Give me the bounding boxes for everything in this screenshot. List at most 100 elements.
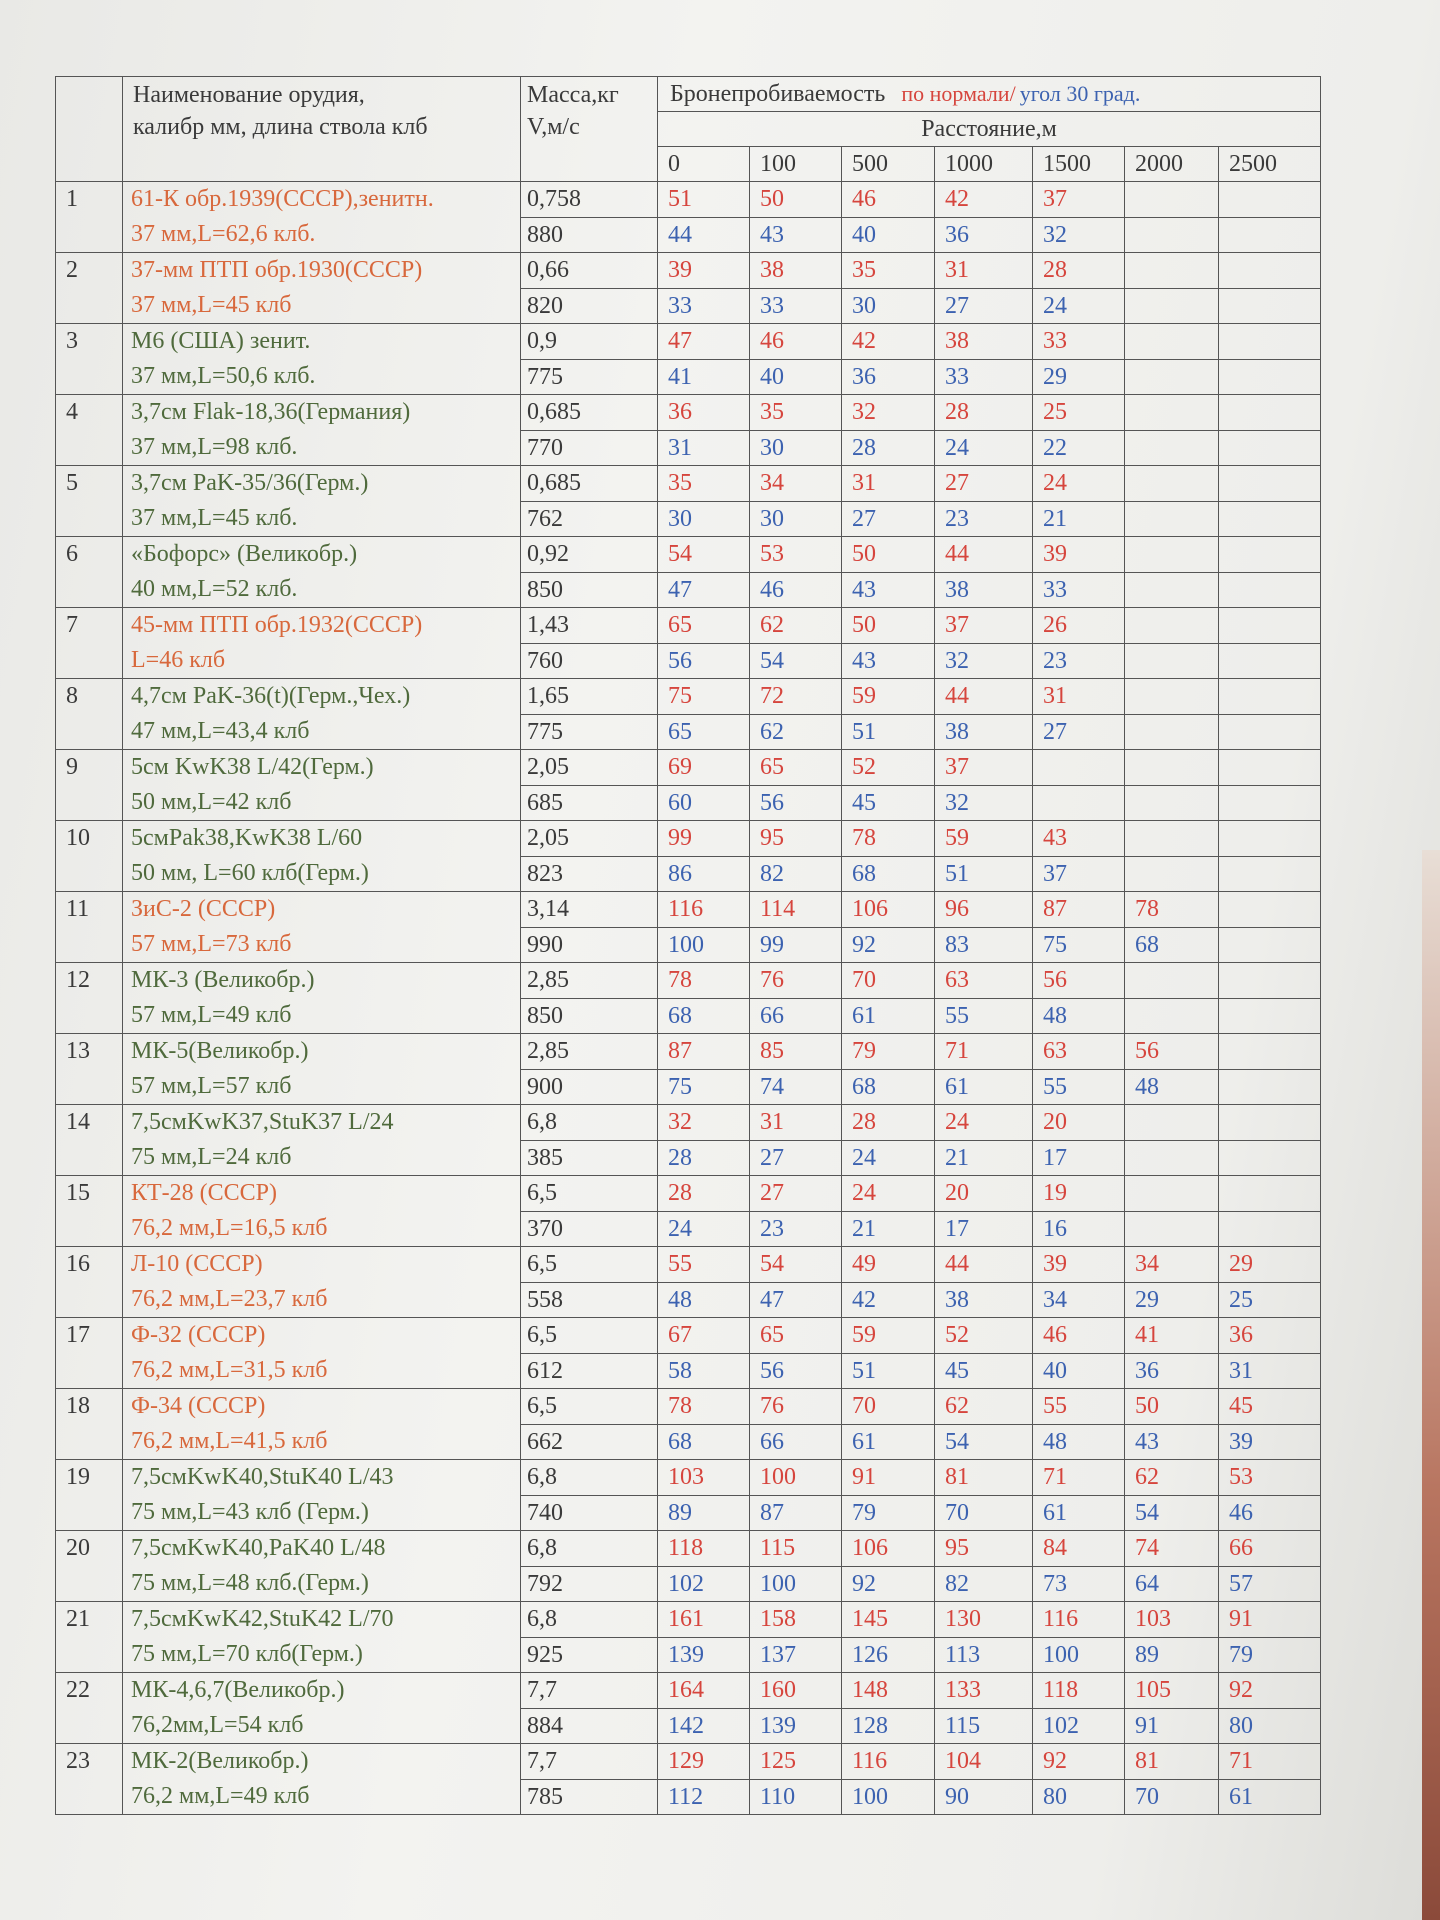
angle-penetration: 21	[1032, 500, 1125, 537]
angle-penetration: 115	[934, 1707, 1033, 1744]
normal-penetration	[1124, 820, 1219, 857]
gun-name: 45-мм ПТП обр.1932(СССР) L=46 клб	[122, 607, 521, 679]
table-row: 10 5смPak38,KwK38 L/60 50 мм, L=60 клб(Гер…	[55, 820, 1321, 892]
normal-penetration	[1218, 252, 1321, 289]
gun-name-line: 4,7см PaK-36(t)(Герм.,Чех.)	[131, 683, 411, 709]
normal-penetration: 118	[657, 1530, 750, 1567]
normal-penetration: 49	[841, 1246, 935, 1283]
velocity: 820	[520, 287, 658, 324]
normal-penetration: 63	[934, 962, 1033, 999]
table-row: 12 МК-3 (Великобр.) 57 мм,L=49 клб 2,85 78 76…	[55, 962, 1321, 1034]
angle-penetration: 68	[657, 1423, 750, 1460]
angle-penetration: 17	[934, 1210, 1033, 1247]
velocity: 880	[520, 216, 658, 253]
velocity: 990	[520, 926, 658, 963]
normal-penetration: 24	[841, 1175, 935, 1212]
gun-name-line: 76,2 мм,L=23,7 клб	[131, 1286, 328, 1312]
gun-name-line: М6 (США) зенит.	[131, 328, 311, 354]
normal-penetration: 31	[841, 465, 935, 502]
mass: 1,43	[520, 607, 658, 644]
table-row: 884 142 139 128 115 102 91 80	[56, 1707, 1321, 1744]
normal-penetration: 59	[934, 820, 1033, 857]
table-row: 558 48 47 42 38 34 29 25	[56, 1281, 1321, 1318]
gun-name-line: 7,5смKwK42,StuK42 L/70	[131, 1606, 394, 1632]
distance-cell: 2000	[1124, 146, 1219, 182]
angle-penetration: 73	[1032, 1565, 1125, 1602]
velocity: 775	[520, 358, 658, 395]
normal-penetration	[1124, 323, 1219, 360]
normal-penetration: 29	[1218, 1246, 1321, 1283]
normal-penetration: 74	[1124, 1530, 1219, 1567]
angle-penetration: 112	[657, 1778, 750, 1815]
angle-penetration: 99	[749, 926, 842, 963]
normal-penetration: 54	[657, 536, 750, 573]
row-number: 12	[55, 962, 123, 1034]
normal-penetration	[1218, 820, 1321, 857]
angle-penetration: 113	[934, 1636, 1033, 1673]
gun-name: Ф-32 (СССР) 76,2 мм,L=31,5 клб	[122, 1317, 521, 1389]
table-row: 990 100 99 92 83 75 68	[56, 926, 1321, 963]
angle-penetration: 80	[1032, 1778, 1125, 1815]
table-row: 820 33 33 30 27 24	[56, 287, 1321, 324]
angle-penetration: 92	[841, 926, 935, 963]
gun-name-line: 75 мм,L=70 клб(Герм.)	[131, 1641, 363, 1667]
mass: 6,5	[520, 1246, 658, 1283]
angle-penetration	[1032, 784, 1125, 821]
gun-name: 7,5смKwK40,PaK40 L/48 75 мм,L=48 клб.(Гер…	[122, 1530, 521, 1602]
normal-penetration: 106	[841, 891, 935, 928]
normal-penetration: 161	[657, 1601, 750, 1638]
angle-penetration: 89	[657, 1494, 750, 1531]
normal-penetration: 70	[841, 962, 935, 999]
table-row: 770 31 30 28 24 22	[56, 429, 1321, 466]
normal-penetration: 28	[657, 1175, 750, 1212]
angle-penetration: 61	[841, 997, 935, 1034]
angle-penetration: 40	[841, 216, 935, 253]
normal-penetration: 130	[934, 1601, 1033, 1638]
table-row: 762 30 30 27 23 21	[56, 500, 1321, 537]
table-row: 23 МК-2(Великобр.) 76,2 мм,L=49 клб 7,7 129 1…	[55, 1743, 1321, 1815]
normal-penetration	[1218, 1104, 1321, 1141]
gun-name: МК-5(Великобр.) 57 мм,L=57 клб	[122, 1033, 521, 1105]
angle-penetration: 92	[841, 1565, 935, 1602]
angle-penetration: 24	[934, 429, 1033, 466]
angle-penetration	[1124, 500, 1219, 537]
normal-penetration: 69	[657, 749, 750, 786]
normal-penetration: 76	[749, 962, 842, 999]
angle-penetration: 68	[841, 855, 935, 892]
normal-penetration: 118	[1032, 1672, 1125, 1709]
normal-penetration	[1124, 394, 1219, 431]
gun-name-line: МК-4,6,7(Великобр.)	[131, 1677, 345, 1703]
gun-name-line: КТ-28 (СССР)	[131, 1180, 278, 1206]
normal-penetration: 35	[657, 465, 750, 502]
normal-penetration: 96	[934, 891, 1033, 928]
normal-penetration: 100	[749, 1459, 842, 1496]
velocity: 612	[520, 1352, 658, 1389]
angle-penetration	[1218, 358, 1321, 395]
normal-penetration: 70	[841, 1388, 935, 1425]
normal-penetration: 52	[934, 1317, 1033, 1354]
normal-penetration: 47	[657, 323, 750, 360]
angle-penetration: 21	[841, 1210, 935, 1247]
normal-penetration: 129	[657, 1743, 750, 1780]
normal-penetration: 31	[749, 1104, 842, 1141]
normal-penetration: 24	[1032, 465, 1125, 502]
name-header: Наименование орудия, калибр мм, длина ств…	[122, 76, 521, 182]
angle-penetration: 68	[841, 1068, 935, 1105]
gun-name: 3,7см Flak-18,36(Германия) 37 мм,L=98 клб…	[122, 394, 521, 466]
angle-penetration	[1218, 926, 1321, 963]
normal-penetration: 116	[657, 891, 750, 928]
normal-penetration: 92	[1032, 1743, 1125, 1780]
row-number: 11	[55, 891, 123, 963]
angle-penetration: 58	[657, 1352, 750, 1389]
normal-penetration: 53	[1218, 1459, 1321, 1496]
angle-penetration	[1124, 997, 1219, 1034]
mass: 2,05	[520, 749, 658, 786]
normal-penetration	[1218, 536, 1321, 573]
mass: 2,85	[520, 962, 658, 999]
normal-penetration: 78	[1124, 891, 1219, 928]
corner-cell	[55, 76, 123, 182]
normal-penetration: 39	[1032, 1246, 1125, 1283]
normal-penetration	[1124, 252, 1219, 289]
